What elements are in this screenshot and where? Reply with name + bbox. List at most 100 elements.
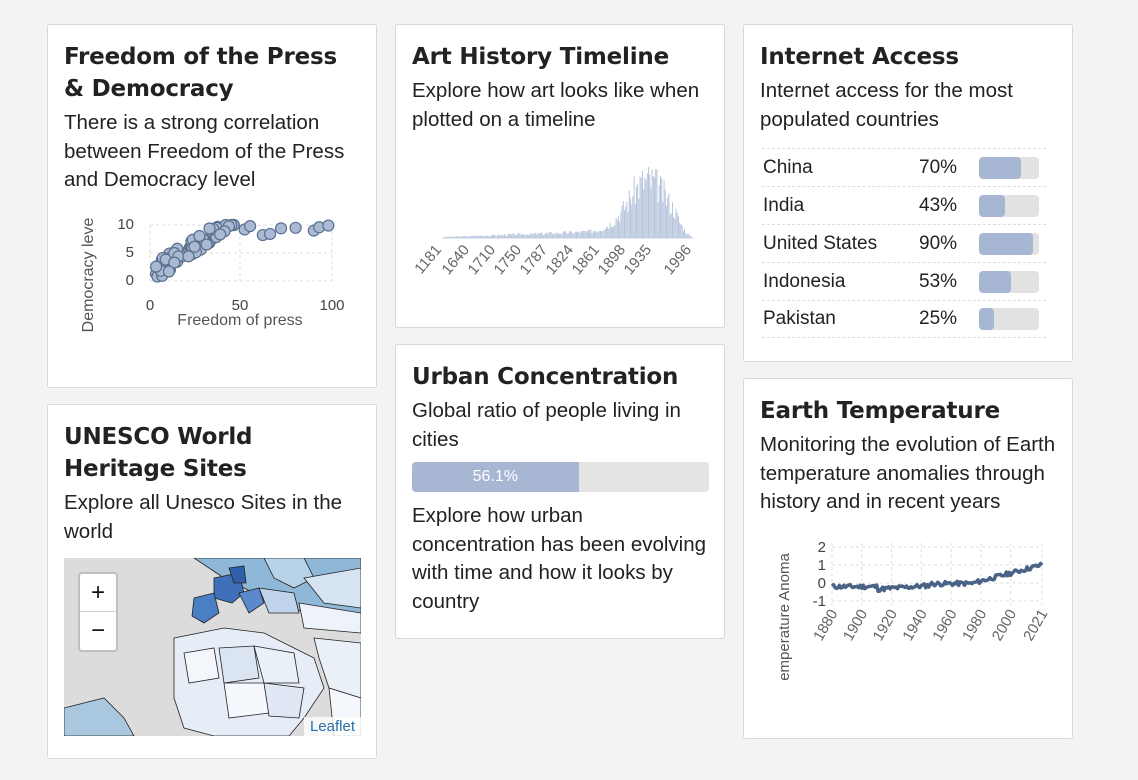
world-map[interactable]: + − Leaflet: [64, 558, 361, 736]
timeline-bar: [646, 173, 648, 238]
timeline-bar: [574, 231, 576, 238]
timeline-bar: [556, 232, 558, 238]
timeline-bar: [446, 236, 448, 238]
timeline-bar: [482, 236, 484, 238]
timeline-xtick: 1710: [465, 242, 499, 278]
timeline-bar: [682, 231, 684, 238]
timeline-bar: [523, 234, 525, 238]
timeline-bar: [451, 236, 453, 238]
timeline-bar: [459, 236, 461, 238]
scatter-point: [203, 221, 216, 235]
timeline-bar: [480, 235, 481, 238]
timeline-bar: [492, 234, 493, 238]
card-description: Global ratio of people living in cities: [412, 399, 681, 451]
timeline-bar: [610, 226, 612, 238]
timeline-bar: [603, 230, 605, 238]
timeline-bar: [549, 232, 551, 238]
timeline-bar: [536, 234, 538, 238]
scatter-point: [264, 227, 277, 240]
timeline-bar: [630, 198, 631, 238]
timeline-bar: [507, 233, 509, 238]
timeline-bar: [654, 177, 655, 238]
table-row: China 70%: [762, 148, 1046, 186]
temp-ytick-0: 0: [818, 575, 826, 592]
timeline-bar: [524, 235, 526, 238]
timeline-bar: [552, 234, 553, 238]
timeline-bar: [589, 230, 591, 238]
card-art-history[interactable]: Art History Timeline Explore how art loo…: [395, 24, 725, 328]
timeline-bar: [580, 231, 582, 238]
access-bar: [979, 156, 1039, 179]
temp-y-axis-label: emperature Anoma: [776, 552, 793, 680]
timeline-bar: [624, 210, 625, 238]
card-description-secondary: Explore how urban concentration has been…: [412, 504, 707, 613]
timeline-bar: [522, 234, 523, 238]
timeline-bar: [495, 235, 497, 238]
timeline-bar: [590, 229, 592, 238]
timeline-xtick: 1181: [411, 242, 445, 278]
timeline-bar: [529, 234, 531, 238]
card-internet-access[interactable]: Internet Access Internet access for the …: [743, 24, 1073, 362]
timeline-bar: [656, 169, 658, 238]
press-ytick-10: 10: [117, 216, 134, 233]
table-row: India 43%: [762, 186, 1046, 224]
timeline-bar: [594, 231, 595, 238]
press-y-axis-label: Democracy leve: [80, 217, 97, 332]
timeline-bar: [686, 234, 688, 238]
timeline-bar: [463, 235, 465, 238]
zoom-in-button[interactable]: +: [80, 574, 116, 612]
timeline-bar: [514, 235, 516, 238]
timeline-bar: [584, 231, 586, 238]
timeline-bar: [668, 193, 670, 238]
temp-ytick-neg1: -1: [813, 593, 826, 610]
timeline-bar: [600, 230, 601, 238]
access-value: 25%: [919, 308, 958, 329]
timeline-bar: [684, 228, 685, 238]
timeline-bar: [530, 232, 532, 238]
access-bar: [979, 308, 1039, 330]
timeline-bar: [660, 176, 661, 238]
timeline-bar: [564, 231, 565, 238]
timeline-bar: [544, 233, 546, 238]
timeline-bar: [582, 231, 583, 238]
timeline-bar: [516, 235, 517, 238]
timeline-bar: [676, 212, 678, 238]
card-unesco-sites[interactable]: UNESCO World Heritage Sites Explore all …: [47, 404, 377, 759]
card-urban-concentration[interactable]: Urban Concentration Global ratio of peop…: [395, 344, 725, 639]
timeline-bar: [577, 231, 579, 238]
access-bar-fill: [979, 194, 1005, 217]
timeline-bar: [598, 231, 600, 238]
timeline-bar: [615, 217, 617, 238]
timeline-bar: [502, 235, 504, 238]
zoom-out-button[interactable]: −: [90, 617, 105, 644]
urban-ratio-bar: 56.1%: [412, 462, 709, 492]
timeline-bar: [465, 235, 467, 238]
access-bar-fill: [979, 232, 1033, 255]
timeline-bar: [627, 211, 629, 238]
timeline-bar: [531, 233, 533, 238]
timeline-bar: [526, 234, 528, 238]
timeline-bar: [498, 234, 499, 238]
card-press-democracy[interactable]: Freedom of the Press & Democracy There i…: [47, 24, 377, 388]
timeline-bar: [670, 213, 672, 238]
timeline-bar: [666, 205, 667, 238]
timeline-bar: [672, 202, 673, 238]
timeline-bar: [567, 233, 569, 238]
timeline-bar: [657, 202, 659, 238]
timeline-bar: [475, 236, 477, 238]
timeline-bar: [678, 216, 679, 238]
timeline-bar: [555, 233, 557, 238]
timeline-bar: [559, 233, 561, 238]
timeline-bar: [643, 189, 645, 238]
temp-xtick: 2000: [989, 606, 1020, 643]
timeline-bar: [585, 231, 587, 238]
card-earth-temperature[interactable]: Earth Temperature Monitoring the evoluti…: [743, 378, 1073, 739]
table-row: United States 90%: [762, 224, 1046, 262]
timeline-bar: [550, 232, 552, 238]
leaflet-attribution-link[interactable]: Leaflet: [303, 717, 361, 736]
temp-xtick: 1960: [929, 606, 960, 643]
timeline-bar: [517, 233, 519, 238]
timeline-bar: [621, 205, 623, 238]
timeline-bar: [528, 235, 529, 238]
timeline-bar: [592, 231, 594, 238]
